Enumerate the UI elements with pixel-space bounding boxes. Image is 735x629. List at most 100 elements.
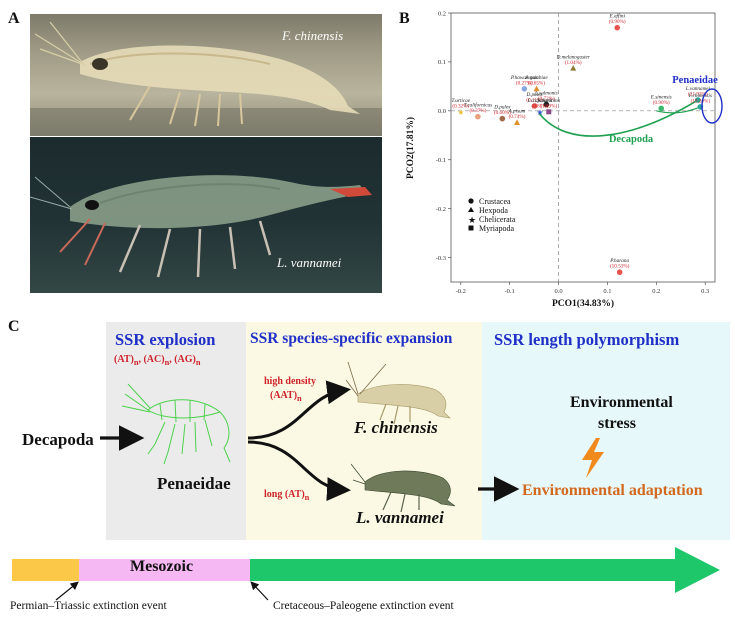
label-species-l-vannamei: L. vannamei	[356, 508, 444, 527]
legend-hexpoda-icon	[468, 207, 474, 212]
label-env-stress-1: Environmental	[570, 394, 673, 411]
point-a-gambiae-2-marker	[533, 85, 540, 92]
point-e-sinensis-12-name: E.sinensis	[650, 94, 672, 100]
point-t-californicus-7-name: T.californicus	[464, 102, 493, 109]
y-tick-label: -0.2	[436, 206, 446, 213]
y-tick-label: -0.1	[436, 157, 446, 164]
point-a-gambiae-2-name: A.gambiae	[524, 75, 548, 81]
point-a-pisum-11-name: A.pisum	[508, 109, 526, 115]
label-kpg-event: Cretaceous–Paleogene extinction event	[273, 600, 454, 612]
y-axis-label: PCO2(17.81%)	[405, 117, 416, 179]
penaeidae-ellipse	[701, 88, 723, 124]
pcoa-chart: -0.2 -0.1 0.0 0.1 0.2 0.3 0.2 0.1 0.0 -0.1 -0.2 -0.…	[405, 10, 723, 308]
legend-crustacea: Crustacea	[479, 197, 511, 206]
penaeidae-drawing	[121, 383, 231, 465]
lightning-icon	[582, 438, 604, 478]
x-tick-label: -0.2	[456, 288, 466, 295]
y-tick-label: -0.3	[436, 255, 446, 262]
point-d-melanogaster-1-percent: (1.04%)	[565, 59, 582, 66]
point-t-californicus-7-marker	[475, 113, 481, 120]
panel-a-letter: A	[8, 10, 20, 27]
box2-title: SSR species-specific expansion	[250, 330, 453, 347]
label-f-chinensis: F. chinensis	[282, 28, 344, 43]
point-p-harana-15-name: P.harana	[609, 258, 629, 264]
point-i-scapularis-6-name: I.scapularis	[527, 98, 553, 104]
point-e-sinensis-12-marker	[658, 105, 665, 112]
label-l-vannamei: L. vannamei	[277, 255, 342, 270]
photo-fenneropenaeus-chinensis: F. chinensis	[30, 14, 382, 136]
point-p-harana-15-marker	[616, 269, 623, 276]
legend-myriapoda: Myriapoda	[479, 224, 515, 233]
box1-motifs: (AT)n, (AC)n, (AG)n	[114, 354, 201, 367]
arrow-to-l-vannamei	[247, 440, 351, 502]
box-ssr-expansion: SSR species-specific expansion high dens…	[246, 322, 482, 540]
group-label-penaeidae: Penaeidae	[672, 75, 718, 86]
legend-hexpoda: Hexpoda	[479, 206, 508, 215]
timeline-mesozoic-segment	[79, 559, 250, 581]
label-aat-motif: (AAT)n	[270, 390, 302, 403]
decapoda-curve	[538, 99, 699, 137]
point-t-californicus-7-percent: (0.37%)	[469, 107, 486, 114]
box1-title: SSR explosion	[115, 330, 216, 349]
timeline-cenozoic-arrow	[250, 547, 720, 593]
point-d-pulex-9-percent: (0.60%)	[494, 109, 511, 116]
point-t-urticae-8-marker: ★	[457, 108, 464, 117]
event-arrows	[55, 581, 269, 601]
y-tick-label: 0.2	[438, 10, 446, 17]
point-p-harana-15-percent: (10.53%)	[610, 263, 630, 270]
legend-chelicerata: Chelicerata	[479, 215, 516, 224]
point-f-chinensis-14-percent: (19.20%)	[691, 97, 711, 104]
point-d-pulex-5-marker	[531, 103, 538, 109]
point-a-gambiae-2-percent: (0.65%)	[528, 79, 545, 86]
point-f-chinensis-14-name: F.chinensis	[688, 93, 712, 99]
label-env-stress-2: stress	[598, 415, 636, 432]
photo-litopenaeus-vannamei: L. vannamei	[30, 137, 382, 293]
point-e-affini-0-percent: (0.90%)	[609, 18, 626, 25]
point-l-vannamei-13-marker	[695, 97, 701, 103]
point-l-vannamei-13-name: L.vannamei	[685, 86, 711, 92]
point-l-salmonis-4-marker	[543, 101, 550, 108]
group-label-decapoda: Decapoda	[609, 134, 654, 145]
panel-b-letter: B	[399, 10, 410, 27]
plot-frame	[450, 12, 716, 283]
x-tick-label: 0.1	[603, 288, 611, 295]
point-i-scapularis-6-marker: ★	[536, 108, 543, 117]
point-e-affini-0-name: E.affini	[609, 13, 626, 20]
x-tick-label: 0.3	[701, 288, 709, 295]
point-p-hawaiensis-3-name: P.hawaiensis	[510, 75, 538, 81]
label-high-density: high density	[264, 376, 316, 387]
box-ssr-polymorphism: SSR length polymorphism Environmental st…	[482, 322, 730, 540]
point-d-pulex-9-name: D.pulex	[493, 105, 511, 111]
panel-c-letter: C	[8, 318, 20, 335]
point-e-sinensis-12-percent: (0.90%)	[653, 99, 670, 106]
legend-crustacea-icon	[468, 198, 474, 204]
x-axis-label: PCO1(34.83%)	[552, 298, 614, 308]
point-d-melanogaster-1-marker	[570, 65, 577, 71]
point-d-pulex-5-percent: (0.11%)	[526, 96, 543, 103]
point-e-affini-0-marker	[614, 24, 621, 31]
point-i-scapularis-6-percent: (0.85%)	[532, 102, 549, 109]
label-long-at: long (AT)n	[264, 489, 310, 502]
label-species-f-chinensis: F. chinensis	[354, 418, 438, 437]
point-l-salmonis-4-name: L.salmonis	[534, 90, 558, 96]
x-tick-label: -0.1	[505, 288, 515, 295]
label-mesozoic: Mesozoic	[130, 558, 194, 575]
point-t-urticae-8-name: T.urticae	[452, 98, 471, 104]
label-penaeidae: Penaeidae	[157, 474, 231, 493]
f-chinensis-drawing	[346, 361, 451, 425]
y-tick-label: 0.0	[438, 108, 446, 115]
legend-chelicerata-icon: ★	[468, 215, 476, 225]
x-tick-label: 0.2	[652, 288, 660, 295]
y-tick-label: 0.1	[438, 59, 446, 66]
point-l-salmonis-4-percent: (0.72%)	[538, 95, 555, 102]
point-s-maritima-10-percent: (1.69%)	[540, 102, 557, 109]
label-env-adaptation: Environmental adaptation	[522, 482, 703, 499]
label-permian-event: Permian–Triassic extinction event	[10, 600, 167, 612]
arrow-to-f-chinensis	[247, 380, 351, 440]
point-d-pulex-5-name: D.pulex	[525, 92, 543, 98]
x-tick-label: 0.0	[554, 288, 562, 295]
flow-arrows	[100, 380, 520, 502]
legend-myriapoda-icon	[468, 225, 474, 231]
timeline-permian-segment	[12, 559, 79, 581]
point-s-maritima-10-name: S.maritima	[537, 98, 560, 104]
